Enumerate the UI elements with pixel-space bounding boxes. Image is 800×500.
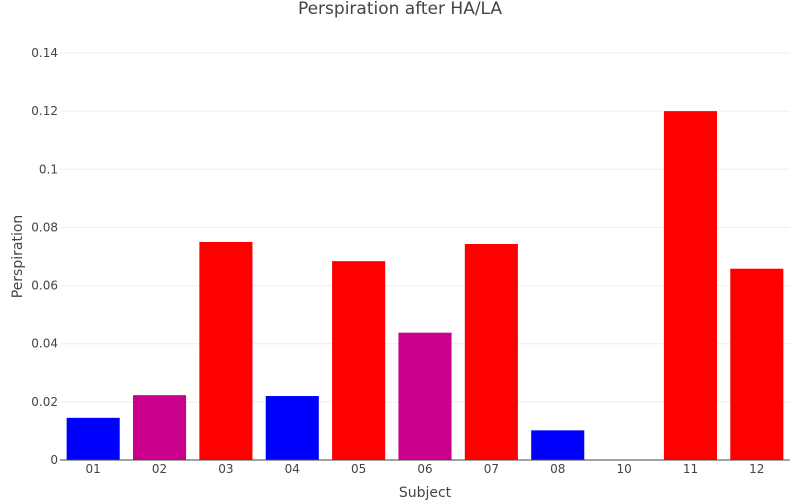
bar-07[interactable] [464,243,518,460]
x-tick-label: 05 [351,462,366,476]
bar-05[interactable] [332,261,386,460]
x-axis-title: Subject [399,485,452,500]
x-tick-label: 02 [152,462,167,476]
y-tick-label: 0.08 [31,220,58,234]
y-tick-label: 0.06 [31,279,58,293]
bar-04[interactable] [265,396,319,460]
x-tick-labels: 01 02 03 04 05 06 07 08 10 11 12 [86,462,765,476]
bar-08[interactable] [531,430,585,460]
y-tick-labels: 0 0.02 0.04 0.06 0.08 0.1 0.12 0.14 [31,46,58,467]
y-tick-label: 0.1 [39,162,58,176]
bar-12[interactable] [730,268,784,460]
x-tick-label: 01 [86,462,101,476]
x-tick-label: 12 [749,462,764,476]
y-tick-label: 0.12 [31,104,58,118]
y-axis-title: Perspiration [10,215,26,299]
x-tick-label: 10 [616,462,631,476]
x-tick-label: 06 [417,462,432,476]
y-tick-label: 0 [50,453,58,467]
bar-01[interactable] [66,417,120,460]
y-tick-label: 0.04 [31,337,58,351]
bars-layer [66,111,784,461]
x-tick-label: 07 [484,462,499,476]
grid-layer [60,52,790,403]
bar-03[interactable] [199,241,253,460]
y-tick-label: 0.14 [31,46,58,60]
bar-02[interactable] [133,395,187,460]
chart-title: Perspiration after HA/LA [298,0,502,19]
x-tick-label: 03 [218,462,233,476]
y-tick-label: 0.02 [31,395,58,409]
x-tick-label: 11 [683,462,698,476]
bar-11[interactable] [663,111,717,461]
x-tick-label: 04 [285,462,300,476]
x-tick-label: 08 [550,462,565,476]
bar-06[interactable] [398,332,452,460]
